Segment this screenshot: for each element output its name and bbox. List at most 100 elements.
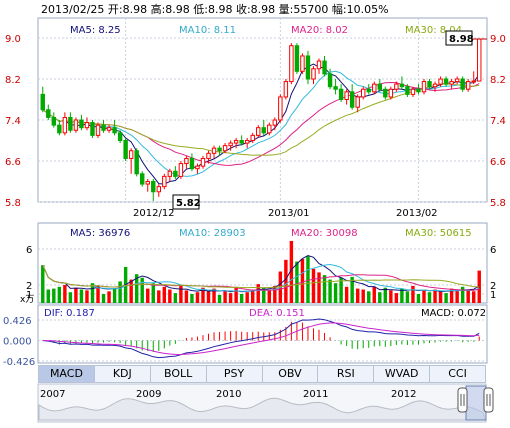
volume-bar [405,291,410,303]
volume-ma-lines [42,254,480,293]
candle [244,137,250,149]
volume-bar [217,294,222,303]
volume-tick-right: 6 [490,245,496,256]
volume-bar [361,289,365,303]
candle-body [123,140,128,159]
candle-body [388,88,394,98]
vol-legend-ma20: MA20: 30098 [291,228,358,239]
candle [344,89,349,105]
candle-body [73,119,79,131]
volume-bar [284,259,288,303]
candle [283,79,289,100]
candle [449,79,454,90]
volume-bar [140,277,144,303]
volume-bar [339,277,343,303]
legend-macd: MACD: 0.072 [421,308,486,319]
volume-bar [372,286,376,303]
candle-body [460,78,465,90]
price-tick-left: 6.6 [5,157,21,168]
navigator-selection[interactable] [465,385,487,421]
volume-bar [168,289,172,303]
tab-rsi[interactable]: RSI [318,366,375,382]
x-tick-2013-01: 2013/01 [268,208,310,219]
last-annotation: 8.98 [445,30,474,46]
candle [454,76,460,85]
candle-body [79,119,84,129]
volume-tick-left: 1 [26,290,32,301]
candle-body [377,83,383,90]
candle [388,86,394,100]
vol-legend-ma10: MA10: 28903 [179,228,246,239]
price-candles [40,38,487,201]
volume-bar [262,287,266,303]
candle [300,53,305,74]
volume-bar [433,289,437,303]
candle [399,76,405,90]
tab-macd[interactable]: MACD [39,366,95,382]
navigator-line [38,397,486,421]
volume-bar [267,290,272,303]
volume-bar [306,256,310,303]
candle-body [449,81,454,85]
volume-bar [444,293,448,303]
nav-year-2010: 2010 [216,389,241,400]
candle [112,120,117,136]
candle-body [300,55,305,72]
volume-bar [245,292,249,303]
candle-body [200,157,206,167]
dea-line [42,322,480,356]
nav-year-2012: 2012 [391,389,416,400]
candle-body [233,140,239,144]
volume-bar [394,293,399,303]
tab-cci[interactable]: CCI [448,367,467,380]
volume-bar [90,283,95,303]
navigator-right-handle[interactable] [483,387,494,413]
tab-psy[interactable]: PSY [207,366,263,382]
candle-body [222,145,228,152]
candle-body [40,93,45,111]
candle [167,168,173,182]
candle [278,94,283,123]
volume-bar [256,284,260,303]
candle-body [239,140,244,144]
legend-dea: DEA: 0.151 [249,308,305,319]
candle-body [405,86,410,95]
navigator-left-handle[interactable] [457,387,468,413]
tab-boll[interactable]: BOLL [151,366,207,382]
price-tick-right: 6.6 [490,157,506,168]
candle [162,173,167,190]
candle [68,112,73,133]
candle-body [366,88,371,93]
last-annotation-text: 8.98 [449,34,474,45]
candle [178,161,184,179]
macd-bars [47,321,480,352]
candle-body [355,96,360,108]
tab-wvad[interactable]: WVAD [374,366,431,382]
candle [305,50,311,85]
candle-body [68,116,73,131]
candle [360,86,366,100]
candle-body [90,122,95,136]
candle [311,66,316,85]
candle [272,117,278,131]
candle-body [173,170,178,177]
candle-body [316,60,322,70]
volume-bar [449,288,454,303]
volume-axis: 6 62 21 1 [26,245,496,301]
low-annotation: 5.82 [172,194,201,210]
volume-bar [344,286,349,303]
candle-body [151,181,156,193]
candle-body [211,147,217,154]
volume-bar [239,294,244,303]
candle [432,81,438,92]
volume-bar [134,274,139,303]
volume-bar [57,286,62,303]
tab-kdj[interactable]: KDJ [95,366,151,382]
candle [427,79,432,90]
candle [394,81,399,92]
volume-bar [101,294,106,303]
tab-obv[interactable]: OBV [263,366,319,382]
candle [90,120,95,138]
volume-bar [107,291,111,303]
candle-body [311,68,316,80]
